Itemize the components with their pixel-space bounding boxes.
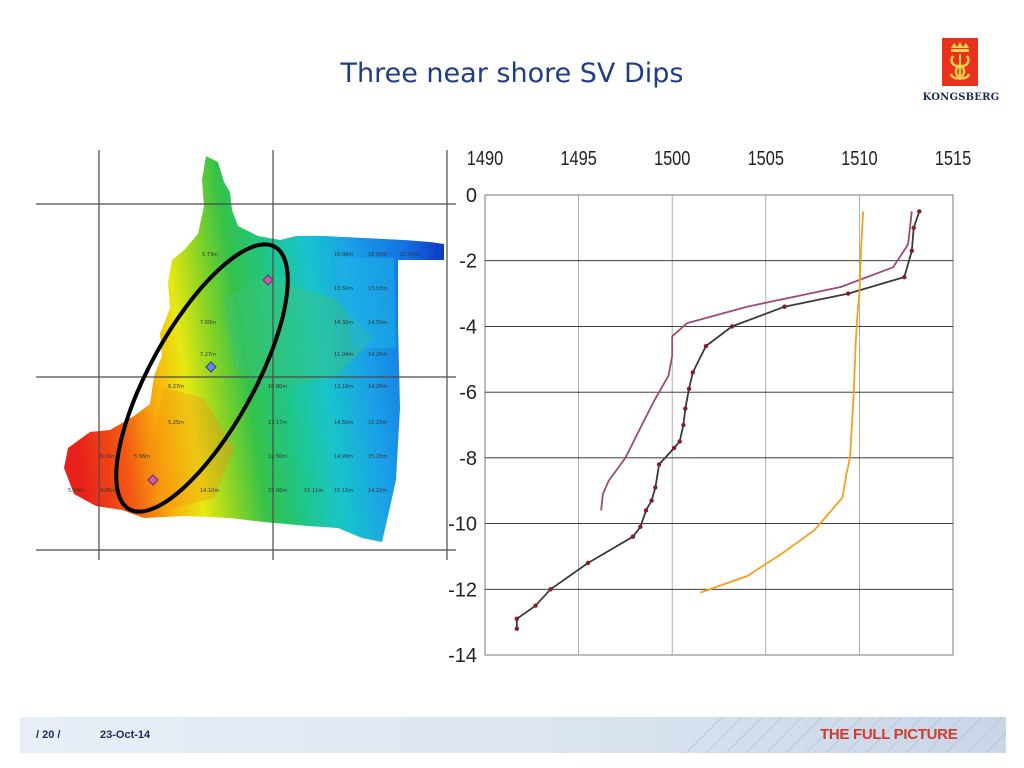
pin-icon (147, 474, 159, 486)
depth-label: 14.10m (200, 488, 219, 494)
data-point (683, 406, 688, 411)
depth-label: 13.10m (334, 384, 353, 390)
plot-area (484, 194, 954, 656)
x-tick-label: 1490 (467, 146, 503, 169)
page-number: / 20 / (36, 729, 61, 741)
depth-label: 13.50m (334, 286, 353, 292)
slide-date: 23-Oct-14 (100, 729, 151, 741)
slide-title: Three near shore SV Dips (340, 58, 684, 89)
crown-emblem-icon (942, 38, 978, 86)
data-point (917, 209, 922, 214)
pin-icon (205, 361, 217, 373)
kongsberg-logo: KONGSBERG (921, 38, 1001, 108)
depth-label: 6.27m (168, 384, 184, 390)
y-tick-label: -10 (448, 514, 477, 536)
depth-label: 14.50m (334, 420, 353, 426)
depth-label: 15.11m (304, 488, 323, 494)
bathymetry-map: 5.73m 15.01m 16.08m 16.00m 13.50m 13.53m… (34, 148, 458, 562)
depth-label: 15.23m (368, 420, 387, 426)
highlight-ellipse (114, 242, 290, 514)
y-tick-label: -4 (459, 316, 477, 338)
depth-label: 5.56m (134, 454, 150, 460)
y-tick-label: -12 (448, 579, 477, 601)
data-point (585, 560, 591, 566)
depth-labels: 5.73m 15.01m 16.08m 16.00m 13.50m 13.53m… (68, 252, 419, 494)
series-line-2 (600, 211, 913, 511)
data-point (533, 603, 538, 608)
data-point (649, 498, 654, 503)
y-tick-label: 0 (466, 185, 477, 207)
depth-label: 15.01m (400, 252, 419, 258)
data-point (690, 370, 695, 375)
depth-label: 16.00m (368, 252, 387, 258)
depth-label: 13.17m (268, 420, 287, 426)
data-point (656, 462, 662, 467)
depth-label: 15.23m (368, 454, 387, 460)
data-point (630, 534, 636, 539)
series-line-3 (700, 211, 864, 594)
depth-label: 14.99m (334, 454, 353, 460)
depth-label: 14.20m (368, 352, 387, 358)
data-point (548, 587, 553, 592)
depth-label: 15.06m (268, 488, 287, 494)
pin-icon (262, 274, 274, 286)
map-grid (36, 150, 456, 560)
logo-wordmark: KONGSBERG (922, 92, 1000, 103)
depth-label: 5.04m (68, 488, 84, 494)
data-point (677, 439, 682, 444)
data-point (653, 485, 658, 490)
depth-label: 6.30m (100, 454, 116, 460)
data-point (911, 225, 916, 231)
data-point (782, 304, 787, 309)
depth-label: 14.22m (368, 488, 387, 494)
y-tick-label: -6 (459, 382, 477, 404)
depth-label: 7.27m (200, 352, 216, 358)
sv-dip-chart: 1490 1495 1500 1505 1510 1515 0 -2 -4 -6 -8 -10 -12 -… (440, 135, 985, 670)
y-tick-label: -2 (459, 251, 477, 273)
data-point (909, 248, 915, 254)
footer-stripes (686, 717, 1006, 753)
x-tick-label: 1495 (560, 146, 596, 169)
x-tick-label: 1505 (748, 146, 784, 169)
depth-label: 16.08m (334, 252, 353, 258)
depth-label: 10.80m (268, 384, 287, 390)
y-tick-label: -14 (448, 645, 477, 667)
depth-label: 14.50m (368, 320, 387, 326)
bathymetry-surface (64, 156, 444, 542)
data-point (703, 343, 709, 349)
depth-label: 4.95m (100, 488, 116, 494)
data-point (643, 508, 649, 513)
y-tick-label: -8 (459, 448, 477, 470)
slide-footer: / 20 / 23-Oct-14 THE FULL PICTURE (20, 717, 1006, 753)
data-point (638, 524, 643, 530)
data-point (671, 445, 677, 451)
data-point (681, 422, 686, 428)
data-point (729, 324, 735, 329)
x-tick-label: 1510 (841, 146, 877, 169)
data-point (845, 291, 851, 296)
depth-label: 7.00m (200, 320, 216, 326)
depth-label: 14.30m (334, 320, 353, 326)
x-tick-label: 1515 (935, 146, 971, 169)
data-point (902, 274, 907, 280)
data-point (686, 386, 692, 392)
depth-label: 14.20m (368, 384, 387, 390)
data-point (514, 616, 520, 622)
depth-label: 13.53m (368, 286, 387, 292)
depth-label: 15.15m (334, 488, 353, 494)
sv-dip-locations (147, 274, 274, 486)
footer-tagline: THE FULL PICTURE (820, 726, 958, 743)
depth-label: 5.73m (202, 252, 218, 258)
depth-label: 12.50m (268, 454, 287, 460)
depth-label: 5.25m (168, 420, 184, 426)
depth-label: 11.04m (334, 352, 353, 358)
data-point (514, 626, 520, 631)
x-tick-label: 1500 (654, 146, 690, 169)
